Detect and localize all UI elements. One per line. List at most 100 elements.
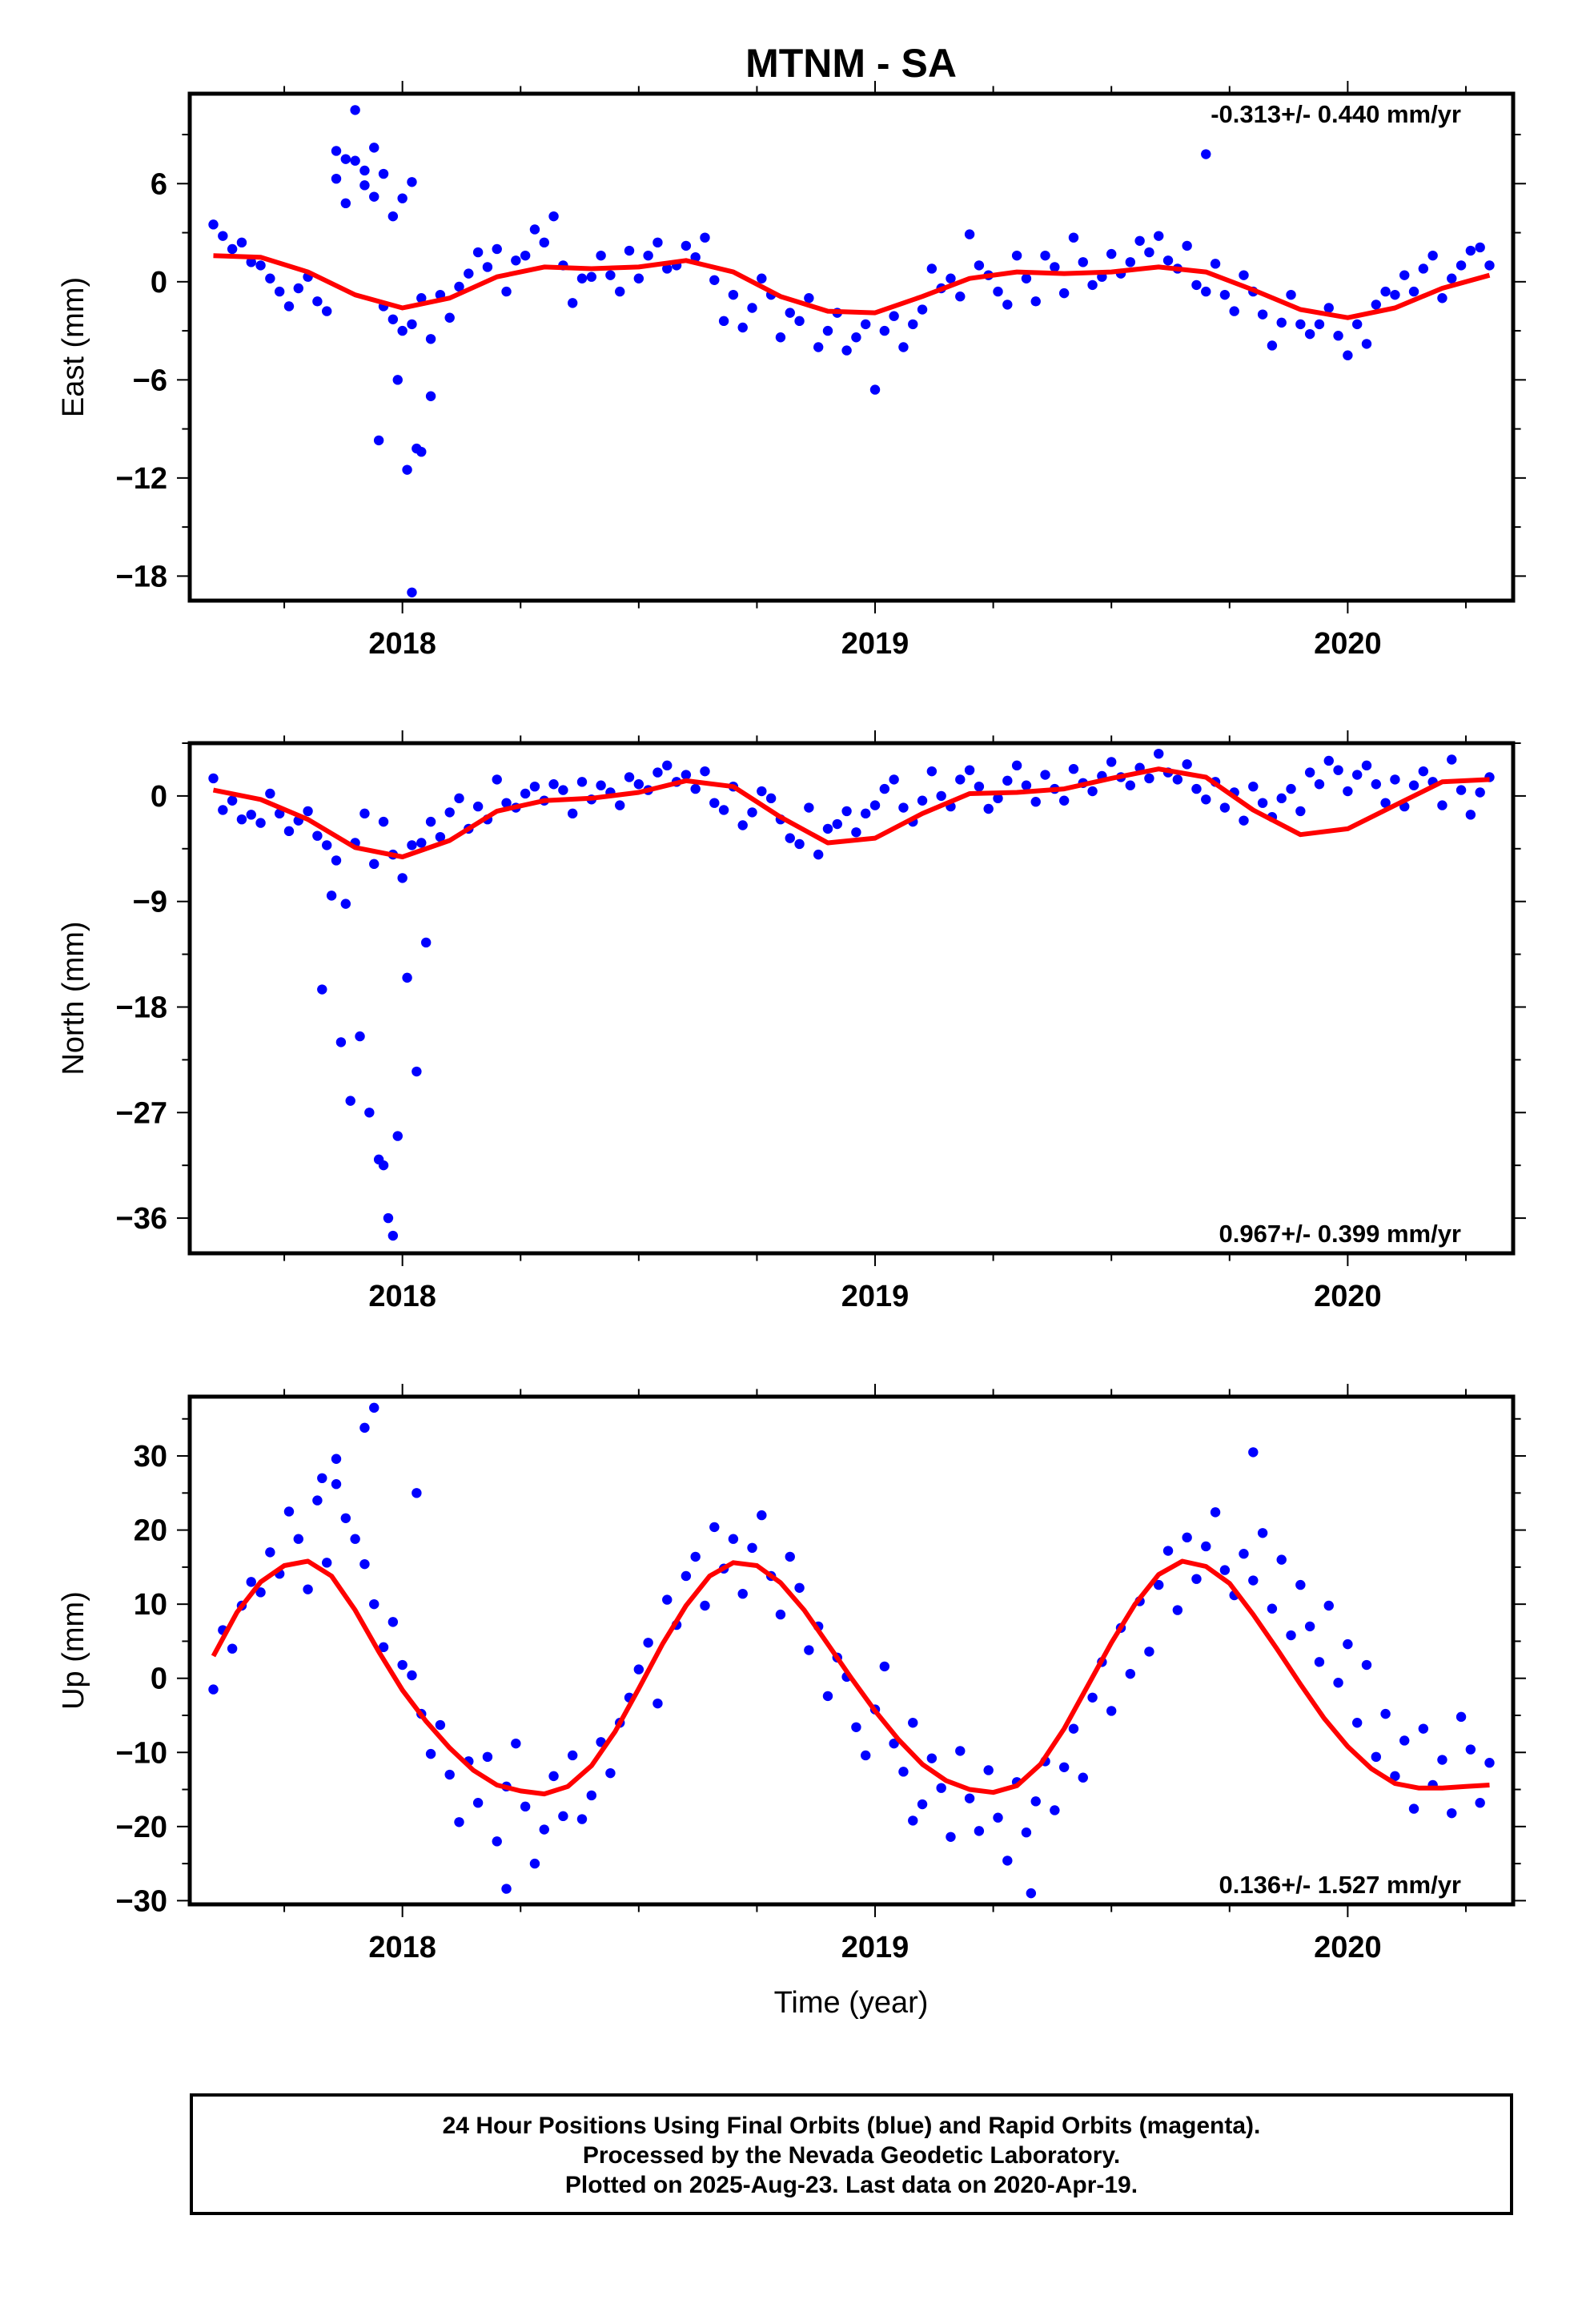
- data-point: [908, 1718, 918, 1728]
- data-point: [1276, 317, 1287, 328]
- data-point: [407, 587, 417, 597]
- data-point: [662, 1594, 673, 1605]
- data-point: [1144, 773, 1154, 784]
- data-point: [964, 229, 975, 239]
- data-point: [444, 312, 455, 323]
- data-point: [407, 319, 417, 330]
- y-tick-label: −12: [116, 462, 167, 496]
- data-point: [492, 1836, 502, 1847]
- data-point: [633, 273, 644, 283]
- data-point: [1058, 287, 1070, 299]
- x-tick-label: 2020: [1314, 627, 1382, 661]
- data-point: [1239, 815, 1249, 826]
- data-point: [1343, 350, 1353, 360]
- data-point: [501, 1884, 512, 1894]
- data-point: [974, 1826, 985, 1836]
- data-point: [1267, 340, 1278, 351]
- data-point: [1447, 754, 1457, 765]
- data-point: [1068, 232, 1079, 243]
- data-point: [1002, 775, 1013, 786]
- y-tick-label: −10: [116, 1736, 167, 1770]
- data-point: [1210, 259, 1221, 269]
- data-point: [1333, 765, 1343, 775]
- data-point: [435, 1719, 446, 1731]
- data-point: [340, 154, 351, 164]
- data-point: [785, 833, 795, 843]
- data-point: [369, 191, 379, 202]
- data-point: [983, 1765, 994, 1775]
- data-point: [416, 293, 427, 304]
- data-point: [1456, 260, 1467, 271]
- data-point: [1248, 781, 1259, 792]
- data-point: [889, 774, 899, 785]
- data-point: [387, 1617, 399, 1627]
- data-point: [804, 293, 814, 304]
- data-point: [492, 774, 502, 785]
- data-point: [331, 855, 342, 866]
- data-point: [1210, 1507, 1221, 1518]
- data-point: [412, 1488, 422, 1498]
- data-point: [1011, 760, 1022, 771]
- data-point: [1399, 1735, 1410, 1746]
- data-point: [529, 1858, 540, 1869]
- model-curve: [212, 766, 1490, 859]
- data-point: [1011, 250, 1022, 261]
- data-point: [841, 806, 852, 817]
- data-point: [936, 1783, 946, 1793]
- x-tick-label: 2018: [368, 627, 436, 661]
- data-point: [596, 780, 606, 790]
- data-point: [416, 838, 427, 848]
- y-tick-label: 6: [151, 167, 167, 201]
- x-tick-label: 2018: [368, 1931, 436, 1964]
- data-point: [1408, 286, 1419, 297]
- x-tick-label: 2018: [368, 1280, 436, 1313]
- data-point: [1257, 1528, 1268, 1538]
- data-point: [501, 286, 512, 297]
- data-point: [378, 816, 389, 827]
- data-point: [681, 240, 692, 251]
- data-point: [1437, 800, 1447, 810]
- data-point: [322, 840, 332, 850]
- data-point: [246, 1577, 256, 1587]
- data-point: [690, 251, 701, 263]
- data-point: [369, 1402, 379, 1413]
- data-point: [1058, 795, 1070, 806]
- data-point: [964, 1793, 975, 1803]
- data-point: [709, 1522, 720, 1533]
- data-point: [345, 1096, 355, 1106]
- data-point: [1333, 1678, 1343, 1688]
- data-point: [1276, 1554, 1287, 1565]
- data-point: [511, 255, 521, 266]
- data-point: [293, 1534, 303, 1544]
- rate-label: -0.313+/- 0.440 mm/yr: [1211, 100, 1461, 128]
- data-point: [1026, 1888, 1037, 1899]
- data-point: [1418, 263, 1429, 274]
- data-point: [1323, 755, 1334, 766]
- x-tick-label: 2020: [1314, 1931, 1382, 1964]
- data-point: [283, 1506, 295, 1517]
- data-point: [879, 783, 890, 794]
- data-point: [359, 1558, 370, 1570]
- data-point: [851, 827, 861, 838]
- data-point: [1351, 1718, 1363, 1728]
- data-point: [283, 301, 295, 312]
- y-tick-label: 0: [151, 780, 167, 814]
- data-point: [785, 308, 795, 318]
- data-point: [378, 1160, 389, 1171]
- data-points: [208, 105, 1495, 597]
- data-point: [255, 818, 266, 828]
- data-point: [832, 818, 842, 830]
- data-point: [274, 286, 285, 297]
- data-point: [387, 211, 399, 222]
- data-point: [444, 1769, 455, 1780]
- data-point: [350, 105, 360, 115]
- data-point: [709, 275, 720, 285]
- data-point: [1219, 1565, 1231, 1575]
- data-point: [369, 858, 379, 870]
- data-point: [1154, 231, 1164, 241]
- data-point: [265, 788, 275, 799]
- data-point: [898, 802, 909, 813]
- data-point: [373, 435, 384, 446]
- data-point: [464, 268, 474, 279]
- data-point: [322, 306, 332, 316]
